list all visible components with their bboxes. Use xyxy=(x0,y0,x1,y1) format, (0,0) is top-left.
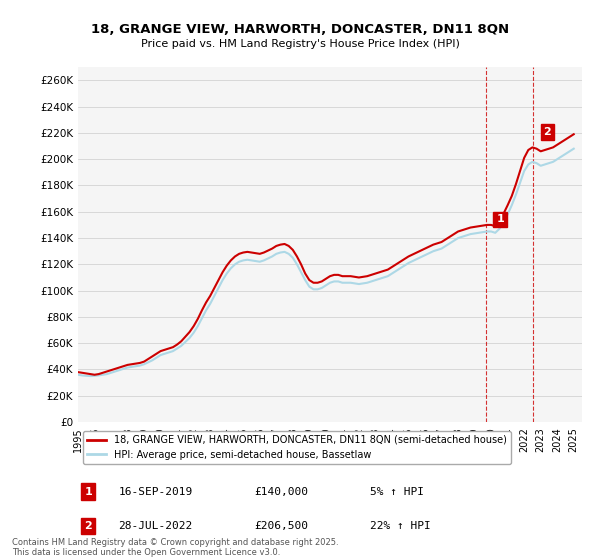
Text: 16-SEP-2019: 16-SEP-2019 xyxy=(118,487,193,497)
Text: Price paid vs. HM Land Registry's House Price Index (HPI): Price paid vs. HM Land Registry's House … xyxy=(140,39,460,49)
Text: 5% ↑ HPI: 5% ↑ HPI xyxy=(370,487,424,497)
Text: 18, GRANGE VIEW, HARWORTH, DONCASTER, DN11 8QN: 18, GRANGE VIEW, HARWORTH, DONCASTER, DN… xyxy=(91,24,509,36)
Text: 1: 1 xyxy=(496,214,504,225)
Text: 2: 2 xyxy=(544,127,551,137)
Text: 28-JUL-2022: 28-JUL-2022 xyxy=(118,521,193,531)
Text: Contains HM Land Registry data © Crown copyright and database right 2025.
This d: Contains HM Land Registry data © Crown c… xyxy=(12,538,338,557)
Text: £140,000: £140,000 xyxy=(254,487,308,497)
Text: 2: 2 xyxy=(84,521,92,531)
Text: £206,500: £206,500 xyxy=(254,521,308,531)
Text: 1: 1 xyxy=(84,487,92,497)
Legend: 18, GRANGE VIEW, HARWORTH, DONCASTER, DN11 8QN (semi-detached house), HPI: Avera: 18, GRANGE VIEW, HARWORTH, DONCASTER, DN… xyxy=(83,431,511,464)
Text: 22% ↑ HPI: 22% ↑ HPI xyxy=(370,521,431,531)
